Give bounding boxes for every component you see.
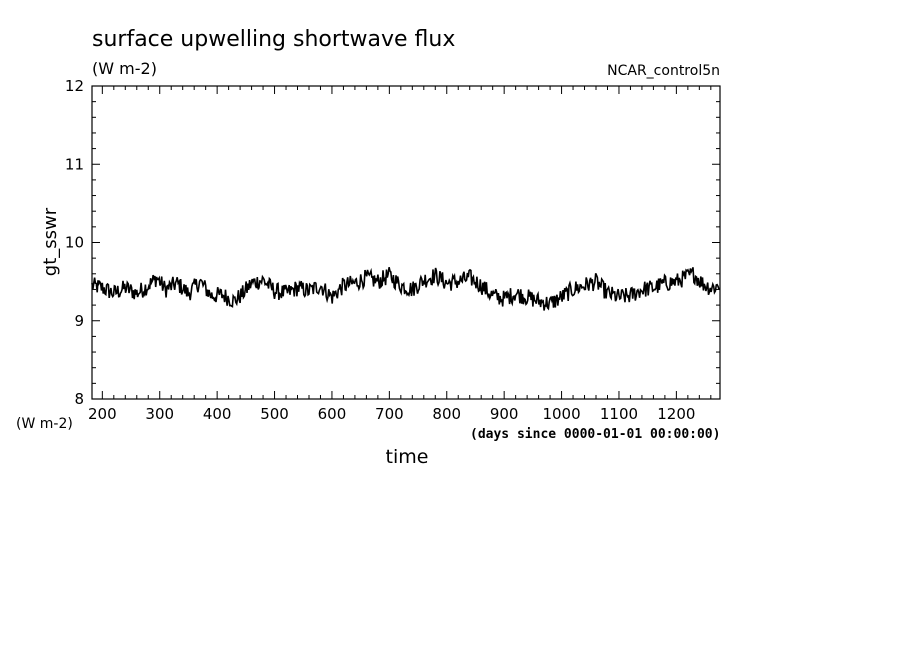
y-tick-label: 8 [74, 390, 84, 408]
x-tick-label: 300 [145, 405, 174, 423]
chart-title: surface upwelling shortwave flux [92, 27, 455, 52]
x-tick-label: 500 [260, 405, 289, 423]
series-line [91, 267, 721, 311]
x-tick-label: 900 [490, 405, 519, 423]
x-axis-label: time [386, 446, 429, 468]
x-tick-label: 600 [318, 405, 347, 423]
x-tick-label: 400 [203, 405, 232, 423]
tick-marks [92, 85, 720, 400]
title-units: (W m-2) [92, 59, 157, 78]
y-tick-label: 9 [74, 312, 84, 330]
x-tick-label: 1100 [600, 405, 638, 423]
x-tick-label: 200 [88, 405, 117, 423]
x-tick-label: 800 [432, 405, 461, 423]
y-axis-units: (W m-2) [16, 416, 73, 432]
y-tick-label: 12 [65, 77, 84, 95]
tick-labels: 200 300 400 500 600 700 800 900 1000 1100 1200 8 9 10… [65, 77, 696, 423]
y-axis-label: gt_sswr [40, 207, 61, 276]
plot-frame [91, 85, 721, 400]
x-tick-label: 700 [375, 405, 404, 423]
x-tick-label: 1000 [542, 405, 580, 423]
x-axis-units: (days since 0000-01-01 00:00:00) [470, 427, 720, 442]
y-tick-label: 10 [65, 234, 84, 252]
x-tick-label: 1200 [657, 405, 695, 423]
dataset-label: NCAR_control5n [607, 63, 720, 79]
y-tick-label: 11 [65, 155, 84, 173]
